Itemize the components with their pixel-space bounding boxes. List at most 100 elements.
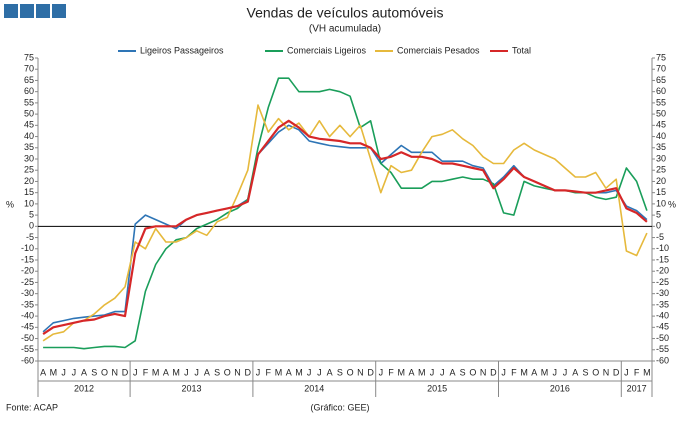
x-tick-label: J [194, 367, 199, 377]
y-tick-label: -10 [21, 243, 34, 253]
y2-tick-label: 20 [656, 176, 666, 186]
x-tick-label: O [592, 367, 599, 377]
y2-tick-label: 30 [656, 153, 666, 163]
x-tick-label: N [480, 367, 487, 377]
y2-tick-label: -45 [656, 322, 669, 332]
y-tick-label: 40 [24, 131, 34, 141]
x-group-label: 2017 [627, 383, 647, 393]
x-tick-label: A [163, 367, 169, 377]
logo-square [20, 4, 34, 18]
y-tick-label: 45 [24, 120, 34, 130]
x-tick-label: O [224, 367, 231, 377]
y2-tick-label: -20 [656, 266, 669, 276]
x-tick-label: D [367, 367, 374, 377]
legend-label: Comerciais Ligeiros [287, 45, 367, 55]
series-line [42, 119, 648, 336]
legend-label: Total [512, 45, 531, 55]
x-tick-label: J [501, 367, 506, 377]
logo-square [4, 4, 18, 18]
y-tick-label: 35 [24, 142, 34, 152]
x-tick-label: J [61, 367, 66, 377]
x-tick-label: F [634, 367, 640, 377]
x-tick-label: S [460, 367, 466, 377]
y-tick-label: 30 [24, 153, 34, 163]
chart-title: Vendas de veículos automóveis [247, 5, 444, 21]
chart-subtitle: (VH acumulada) [309, 24, 381, 35]
y2-axis-label: % [668, 199, 676, 209]
x-tick-label: J [317, 367, 322, 377]
y-tick-label: 70 [24, 64, 34, 74]
y-tick-label: -40 [21, 310, 34, 320]
y-tick-label: 75 [24, 52, 34, 62]
x-group-label: 2012 [74, 383, 94, 393]
x-tick-label: M [152, 367, 160, 377]
y-tick-label: 55 [24, 97, 34, 107]
logo-square [52, 4, 66, 18]
y2-tick-label: 0 [656, 221, 661, 231]
x-tick-label: M [398, 367, 406, 377]
y2-tick-label: -60 [656, 355, 669, 365]
x-tick-label: A [409, 367, 415, 377]
y2-tick-label: -30 [656, 288, 669, 298]
x-tick-label: S [582, 367, 588, 377]
x-tick-label: J [256, 367, 261, 377]
x-tick-label: F [266, 367, 272, 377]
y-tick-label: -25 [21, 277, 34, 287]
x-tick-label: N [112, 367, 119, 377]
x-tick-label: F [143, 367, 149, 377]
y-tick-label: 15 [24, 187, 34, 197]
x-tick-label: F [388, 367, 394, 377]
y2-tick-label: -40 [656, 310, 669, 320]
x-group-label: 2014 [304, 383, 324, 393]
y-tick-label: -60 [21, 355, 34, 365]
y2-tick-label: -50 [656, 333, 669, 343]
y2-tick-label: -5 [656, 232, 664, 242]
y-tick-label: -30 [21, 288, 34, 298]
x-tick-label: M [295, 367, 303, 377]
series-line [43, 77, 648, 350]
x-tick-label: J [553, 367, 558, 377]
x-tick-label: M [520, 367, 528, 377]
x-tick-label: M [541, 367, 549, 377]
x-tick-label: O [469, 367, 476, 377]
x-tick-label: M [172, 367, 180, 377]
logo-square [36, 4, 50, 18]
x-tick-label: O [347, 367, 354, 377]
x-tick-label: J [430, 367, 435, 377]
x-tick-label: J [624, 367, 629, 377]
y-tick-label: -15 [21, 254, 34, 264]
x-tick-label: M [643, 367, 651, 377]
y-tick-label: 25 [24, 165, 34, 175]
y2-tick-label: 50 [656, 108, 666, 118]
source: Fonte: ACAP [6, 402, 58, 412]
y-tick-label: 20 [24, 176, 34, 186]
x-tick-label: J [563, 367, 568, 377]
x-tick-label: J [133, 367, 138, 377]
y2-tick-label: -10 [656, 243, 669, 253]
y2-tick-label: 35 [656, 142, 666, 152]
x-tick-label: A [327, 367, 333, 377]
y2-tick-label: -55 [656, 344, 669, 354]
x-tick-label: J [307, 367, 312, 377]
x-tick-label: A [40, 367, 46, 377]
y-tick-label: -55 [21, 344, 34, 354]
y-tick-label: 0 [29, 221, 34, 231]
y-tick-label: 50 [24, 108, 34, 118]
y-tick-label: -50 [21, 333, 34, 343]
x-tick-label: M [275, 367, 283, 377]
x-tick-label: A [531, 367, 537, 377]
x-tick-label: D [490, 367, 497, 377]
series-line [42, 124, 648, 333]
y2-tick-label: 70 [656, 64, 666, 74]
x-tick-label: S [91, 367, 97, 377]
y-tick-label: -5 [26, 232, 34, 242]
y2-tick-label: -35 [656, 299, 669, 309]
x-tick-label: O [101, 367, 108, 377]
x-tick-label: S [214, 367, 220, 377]
y2-tick-label: 25 [656, 165, 666, 175]
x-tick-label: D [122, 367, 129, 377]
x-tick-label: J [440, 367, 445, 377]
y-axis-label: % [6, 199, 14, 209]
y-tick-label: -35 [21, 299, 34, 309]
